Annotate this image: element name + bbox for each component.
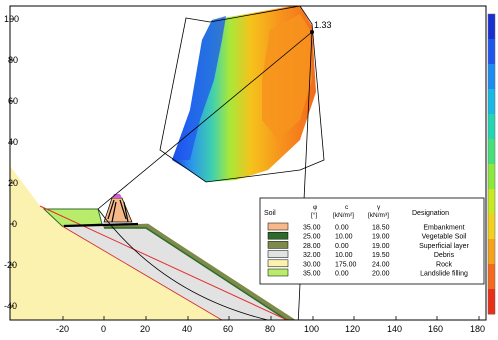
legend-phi-value: 32.00 — [303, 252, 321, 259]
legend-swatch — [267, 250, 289, 258]
legend-gamma-value: 20.00 — [372, 271, 390, 278]
safety-factor-map-lowband — [172, 16, 226, 160]
legend-swatch — [267, 231, 289, 240]
legend-name-value: Vegetable Soil — [422, 234, 467, 241]
legend-phi-value: 35.00 — [303, 225, 321, 232]
legend-phi-value: 25.00 — [303, 234, 321, 241]
x-tick-label: 40 — [182, 324, 192, 334]
x-tick-label: -20 — [56, 324, 69, 334]
color-scale-segment — [488, 189, 495, 215]
x-tick-label: 160 — [428, 324, 443, 334]
legend-header-phi: φ — [313, 204, 317, 211]
legend-swatch — [267, 222, 289, 231]
legend-c-value: 10.00 — [335, 252, 353, 259]
color-scale-border — [487, 13, 496, 315]
legend-swatch — [267, 268, 289, 277]
legend-name-value: Superficial layer — [419, 243, 469, 250]
legend-name-value: Debris — [434, 252, 455, 259]
legend-c-value: 0.00 — [335, 271, 349, 278]
safety-factor-color-scale — [487, 13, 496, 315]
color-scale-segment — [488, 114, 495, 140]
embankment-base — [63, 222, 139, 228]
legend-name-value: Rock — [436, 261, 452, 268]
legend-phi-value: 28.00 — [303, 243, 321, 250]
legend-swatch — [267, 259, 289, 268]
legend-c-value: 0.00 — [335, 225, 349, 232]
plot-area — [10, 6, 325, 320]
safety-factor-map-highzone — [262, 14, 312, 140]
legend-header-soil: Soil — [264, 210, 276, 217]
legend-header-gamma-unit: [kN/m³] — [368, 212, 389, 219]
x-tick-label: 80 — [265, 324, 275, 334]
legend-gamma-value: 24.00 — [372, 261, 390, 268]
legend-gamma-value: 19.50 — [372, 252, 390, 259]
radius-line-left — [97, 31, 313, 210]
color-scale-segment — [488, 239, 495, 265]
color-scale-segment — [488, 164, 495, 190]
x-tick-label: 0 — [101, 324, 106, 334]
color-scale-segment — [488, 139, 495, 165]
soil-legend: Soil φ [°] c [kN/m²] γ [kN/m³] Designati… — [259, 197, 485, 285]
legend-gamma-value: 19.00 — [372, 243, 390, 250]
color-scale-segment — [488, 39, 495, 65]
legend-name-value: Landslide filling — [420, 271, 468, 278]
slip-surface-line-lower — [61, 225, 223, 320]
x-tick-label: 140 — [387, 324, 402, 334]
color-scale-segment — [488, 64, 495, 90]
color-scale-segment — [488, 89, 495, 115]
legend-gamma-value: 18.50 — [372, 225, 390, 232]
x-tick-label: 60 — [223, 324, 233, 334]
legend-c-value: 175.00 — [335, 261, 357, 268]
legend-header-phi-unit: [°] — [311, 211, 317, 219]
x-axis: -20 0 20 40 60 80 100 120 140 160 180 — [56, 316, 485, 334]
color-scale-segment — [488, 264, 495, 290]
x-tick-label: 100 — [304, 324, 319, 334]
legend-name-value: Embankment — [423, 225, 464, 232]
superficial-layer — [102, 224, 296, 320]
legend-phi-value: 35.00 — [303, 271, 321, 278]
legend-c-value: 0.00 — [335, 243, 349, 250]
rock-layer — [10, 166, 287, 320]
x-tick-label: 180 — [470, 324, 485, 334]
color-scale-segment — [488, 289, 495, 315]
legend-header-c: c — [345, 204, 349, 211]
legend-swatch — [267, 241, 289, 249]
legend-header-c-unit: [kN/m²] — [333, 212, 354, 219]
factor-of-safety-label: 1.33 — [314, 20, 332, 30]
embankment-hatching — [107, 199, 129, 223]
plot-frame — [9, 5, 487, 321]
legend-phi-value: 30.00 — [303, 261, 321, 268]
legend-c-value: 10.00 — [335, 234, 353, 241]
color-scale-segment — [488, 14, 495, 40]
search-grid-outline — [159, 6, 325, 183]
y-tick-label: 0 — [12, 219, 17, 229]
color-scale-segment — [488, 214, 495, 240]
x-tick-label: 20 — [140, 324, 150, 334]
x-tick-label: 120 — [345, 324, 360, 334]
legend-header-designation: Designation — [412, 210, 449, 217]
y-axis: 100 80 60 40 20 0 -20 -40 — [4, 14, 19, 311]
vegetable-soil-layer — [104, 227, 289, 320]
legend-gamma-value: 19.00 — [372, 234, 390, 241]
legend-header-gamma: γ — [377, 204, 381, 211]
critical-centre-point — [310, 30, 314, 34]
